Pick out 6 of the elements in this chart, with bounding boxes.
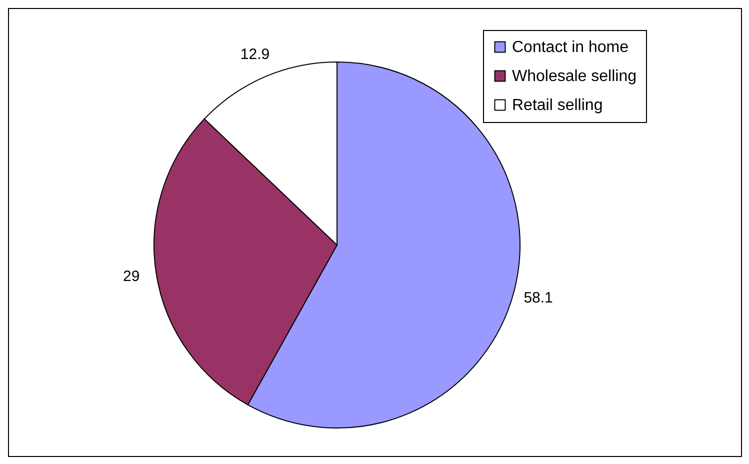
data-label: 29 [123,268,140,286]
data-label: 12.9 [240,46,270,63]
data-label: 58.1 [524,289,553,306]
legend-label: Retail selling [512,97,603,114]
legend-label: Contact in home [512,39,629,56]
legend-label: Wholesale selling [512,68,637,85]
